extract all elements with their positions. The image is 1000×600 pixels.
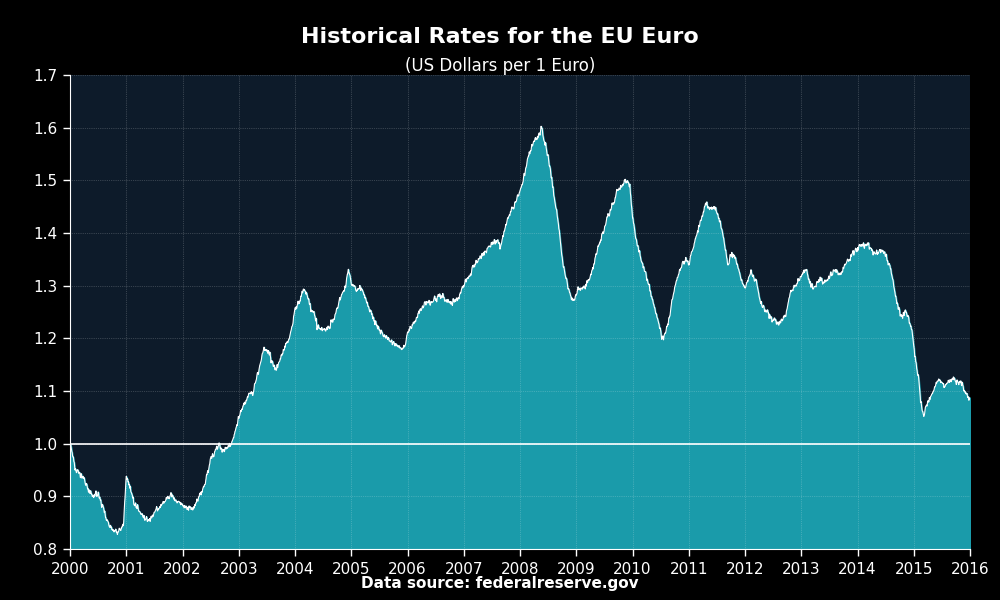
Text: Data source: federalreserve.gov: Data source: federalreserve.gov — [361, 576, 639, 591]
Text: (US Dollars per 1 Euro): (US Dollars per 1 Euro) — [405, 57, 595, 75]
Text: Historical Rates for the EU Euro: Historical Rates for the EU Euro — [301, 27, 699, 47]
